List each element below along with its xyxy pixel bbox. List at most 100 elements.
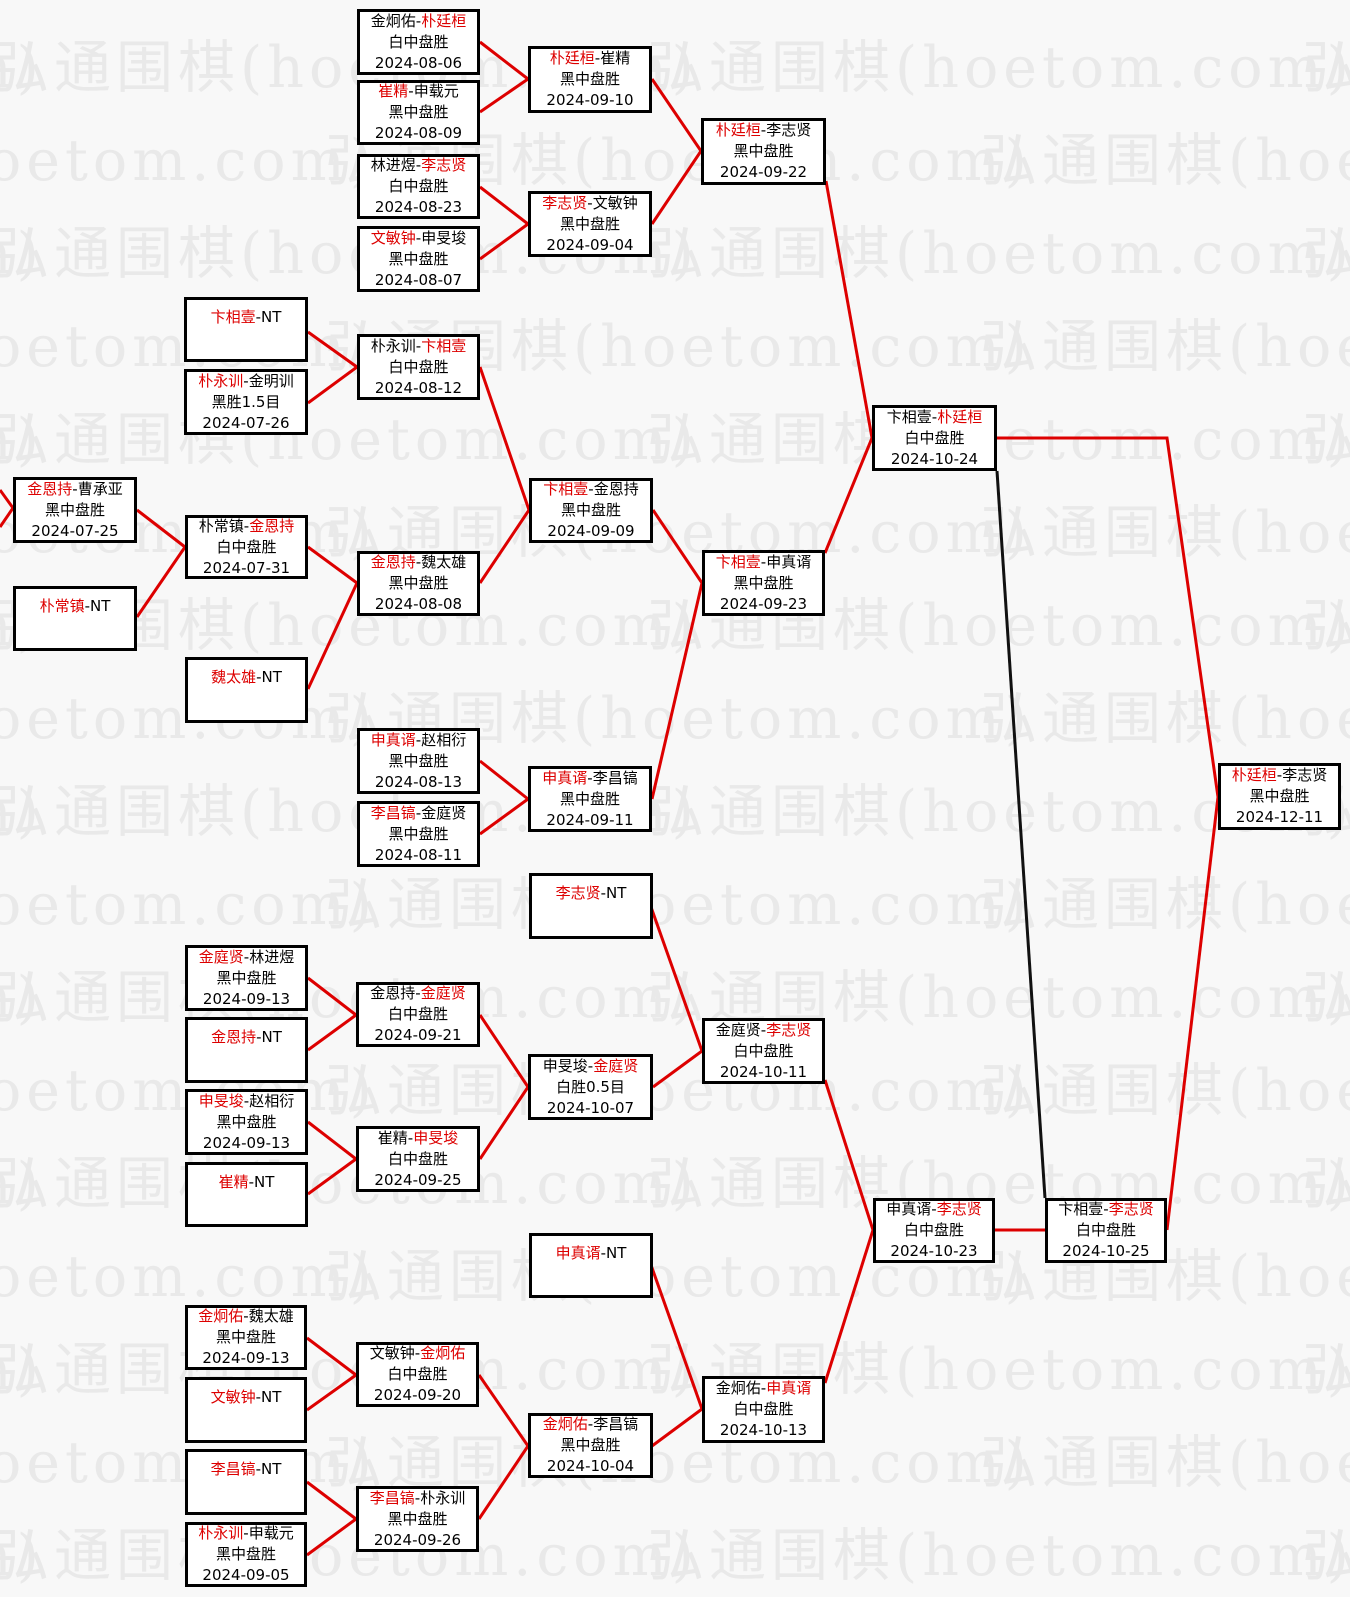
players-separator: - [414, 1344, 421, 1362]
watermark-text: 弘通围棋(hoetom.com) [0, 1151, 699, 1217]
player1-name: 金炯佑 [715, 1379, 761, 1397]
player2-name: 金恩持 [249, 516, 295, 535]
players-separator: - [594, 49, 601, 67]
match-result: 黑中盘胜 [215, 1328, 276, 1346]
player2-name: 金明训 [248, 371, 294, 390]
match-players: 金庭贤-李志贤 [716, 1020, 811, 1041]
player2-name: 林进煜 [249, 947, 295, 966]
player2-name: NT [254, 1173, 275, 1191]
match-result: 白中盘胜 [216, 537, 277, 556]
match-result: 黑中盘胜 [216, 968, 277, 987]
match-date: 2024-09-13 [202, 989, 291, 1008]
match-box-r0-1: 金恩持-曹承亚 黑中盘胜 2024-07-25 [13, 477, 137, 543]
players-separator: - [587, 1415, 594, 1433]
match-date: 2024-09-22 [719, 163, 808, 181]
players-separator: - [415, 730, 422, 749]
player2-name: 李志贤 [766, 1020, 812, 1039]
match-box-qf-2: 卞相壹-申真谞 黑中盘胜 2024-09-23 [702, 550, 825, 616]
match-result: 黑中盘胜 [388, 574, 449, 592]
watermark-text: 弘通围棋(hoetom.com) [980, 314, 1350, 380]
match-date: 2024-09-09 [547, 522, 635, 540]
players-separator: - [600, 1244, 607, 1262]
advance-line [136, 508, 186, 549]
player1-name: 申旻埈 [198, 1091, 244, 1110]
player1-name: 金炯佑 [370, 11, 416, 30]
player2-name: 申真谞 [766, 1379, 812, 1397]
match-players: 文敏钟-金炯佑 [370, 1343, 465, 1364]
advance-line [478, 509, 531, 584]
match-box-r2-6: 李昌镐-金庭贤 黑中盘胜 2024-08-11 [357, 801, 480, 867]
match-result: 黑中盘胜 [1249, 787, 1310, 805]
advance-line [0, 489, 15, 509]
players-separator: - [415, 803, 422, 822]
advance-line [307, 1120, 357, 1161]
match-result: 黑中盘胜 [733, 573, 794, 592]
match-result: 黑中盘胜 [388, 103, 449, 121]
player1-name: 申真谞 [886, 1200, 932, 1218]
match-players: 申旻埈-金庭贤 [543, 1056, 638, 1077]
match-box-r2-4: 金恩持-魏太雄 黑中盘胜 2024-08-08 [357, 551, 480, 616]
advance-line [823, 1229, 875, 1384]
match-date: 2024-09-13 [202, 1133, 291, 1152]
match-players: 金恩持-魏太雄 [371, 552, 466, 573]
match-date: 2024-10-07 [546, 1098, 635, 1117]
watermark-text: 弘通围棋(hoetom.com) [0, 1337, 44, 1403]
match-box-sf-1: 卞相壹-朴廷桓 白中盘胜 2024-10-24 [872, 405, 997, 471]
player2-name: 申旻埈 [421, 228, 467, 247]
player1-name: 朴廷桓 [1231, 766, 1277, 784]
watermark-text: 弘通围棋(hoetom.com) [0, 35, 44, 101]
match-box-r2-1: 朴廷桓-崔精 黑中盘胜 2024-09-10 [528, 46, 652, 113]
player1-name: 朴常镇 [39, 597, 85, 615]
player2-name: 卞相壹 [421, 336, 467, 355]
match-date: 2024-08-23 [374, 198, 463, 216]
watermark-text: 弘通围棋(hoetom.com) [0, 221, 44, 287]
watermark-text: 弘通围棋(hoetom.com) [0, 1151, 44, 1217]
match-result: 黑中盘胜 [216, 1112, 277, 1131]
advance-line [307, 330, 358, 369]
players-separator: - [415, 553, 422, 571]
match-players: 李昌镐-金庭贤 [371, 803, 466, 824]
player1-name: 李志贤 [555, 884, 601, 902]
watermark-text: 弘通围棋(hoetom.com) [647, 407, 1350, 473]
match-box-r3-4: 申旻埈-金庭贤 白胜0.5目 2024-10-07 [528, 1054, 653, 1120]
match-result: 黑中盘胜 [388, 249, 449, 268]
match-box-qf-4: 金炯佑-申真谞 白中盘胜 2024-10-13 [702, 1376, 825, 1443]
match-box-r1-2: 崔精-申载元 黑中盘胜 2024-08-09 [357, 80, 480, 145]
match-players: 李昌镐-朴永训 [370, 1488, 465, 1509]
player2-name: 赵相衍 [249, 1091, 295, 1110]
watermark-text: 弘通围棋(hoetom.com) [0, 128, 377, 194]
match-players: 魏太雄-NT [211, 667, 282, 688]
match-players: 卞相壹-朴廷桓 [887, 407, 982, 428]
player2-name: NT [606, 884, 627, 902]
match-result: 白中盘胜 [903, 1221, 964, 1239]
match-date: 2024-09-13 [202, 1349, 290, 1367]
player2-name: 魏太雄 [421, 553, 467, 571]
advance-line [651, 1407, 703, 1448]
match-date: 2024-08-07 [374, 270, 463, 289]
match-date: 2024-08-06 [374, 53, 463, 72]
player2-name: 李志贤 [1108, 1200, 1154, 1218]
match-date: 2024-10-24 [890, 449, 979, 468]
match-box-r1-10: 金恩持-NT [185, 1017, 308, 1083]
match-players: 金炯佑-魏太雄 [198, 1306, 293, 1327]
player1-name: 金庭贤 [715, 1020, 761, 1039]
match-players: 朴常镇-NT [40, 596, 111, 617]
player1-name: 申真谞 [542, 768, 588, 787]
match-players: 崔精-申载元 [378, 81, 458, 102]
match-date: 2024-09-26 [373, 1530, 462, 1549]
match-result: 黑中盘胜 [388, 751, 449, 770]
player1-name: 朴永训 [198, 1524, 244, 1542]
advance-line [650, 150, 703, 225]
player2-name: NT [90, 597, 111, 615]
player2-name: 朴廷桓 [421, 11, 467, 30]
players-separator: - [256, 668, 262, 686]
advance-line [997, 436, 1220, 798]
advance-line [823, 437, 874, 554]
watermark-text: 弘通围棋(hoetom.com) [647, 1151, 1350, 1217]
match-box-sf-2: 申真谞-李志贤 白中盘胜 2024-10-23 [873, 1198, 995, 1263]
watermark-text: 弘通围棋(hoetom.com) [980, 686, 1350, 752]
match-result: 白中盘胜 [733, 1400, 794, 1418]
match-result: 黑中盘胜 [559, 70, 620, 88]
